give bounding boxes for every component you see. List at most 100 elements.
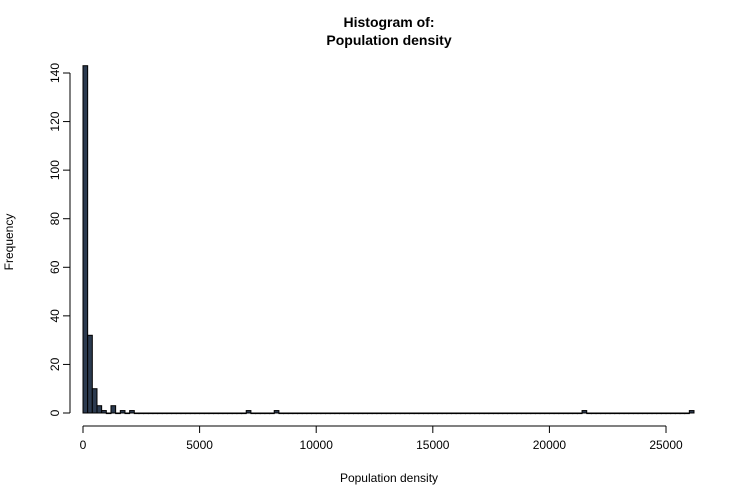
histogram-bar (562, 412, 569, 415)
histogram-bar (101, 410, 107, 414)
histogram-bar (488, 412, 494, 415)
histogram-bar (427, 412, 434, 415)
histogram-bar (381, 412, 387, 415)
histogram-bar (306, 412, 313, 415)
histogram-bar (586, 412, 592, 415)
histogram-bar (548, 412, 555, 415)
histogram-bar (315, 412, 322, 415)
histogram-bar (208, 412, 215, 415)
histogram-bar (539, 412, 546, 415)
histogram-bar (362, 412, 369, 415)
y-tick-label: 120 (48, 111, 62, 131)
histogram-bar (432, 412, 438, 415)
histogram-bar (604, 412, 611, 415)
y-tick-label: 20 (48, 357, 62, 371)
histogram-bar (115, 412, 121, 415)
histogram-bar (147, 412, 154, 415)
histogram-bar (217, 412, 224, 415)
histogram-bar (264, 412, 271, 415)
histogram-bar (558, 412, 564, 415)
histogram-bar (497, 412, 504, 415)
x-tick-label: 15000 (416, 438, 450, 452)
histogram-bars (82, 65, 695, 415)
histogram-bar (436, 412, 443, 415)
histogram-bar (329, 412, 336, 415)
histogram-bar (478, 412, 485, 415)
histogram-bar (180, 412, 187, 415)
histogram-bar (674, 412, 681, 415)
histogram-bar (353, 412, 359, 415)
histogram-bar (464, 412, 471, 415)
histogram-bar (199, 412, 205, 415)
histogram-bar (292, 412, 299, 415)
y-tick-label: 0 (48, 409, 62, 416)
histogram-bar (399, 412, 406, 415)
histogram-bar (446, 412, 452, 415)
histogram-bar (660, 412, 667, 415)
histogram-bar (395, 412, 401, 415)
histogram-bar (119, 410, 126, 414)
histogram-bar (469, 412, 476, 415)
histogram-bar (455, 412, 462, 415)
y-tick-label: 100 (48, 160, 62, 180)
histogram-bar (408, 412, 415, 415)
histogram-bar (283, 412, 289, 415)
histogram-bar (325, 412, 331, 415)
x-axis: 0 5000 10000 15000 20000 25000 (80, 425, 683, 452)
histogram-bar (581, 410, 588, 414)
histogram-bar (143, 412, 149, 415)
histogram-bar (511, 412, 518, 415)
histogram-bar (450, 412, 457, 415)
histogram-bar (339, 412, 345, 415)
histogram-bar (460, 412, 466, 415)
histogram-bar (590, 412, 597, 415)
histogram-bar (679, 412, 686, 415)
histogram-bar (595, 412, 602, 415)
histogram-bar (572, 412, 578, 415)
histogram-bar (82, 65, 89, 414)
histogram-bar (525, 412, 532, 415)
histogram-bar (129, 410, 135, 414)
histogram-bar (418, 412, 424, 415)
histogram-bar (628, 412, 634, 415)
histogram-bar (483, 412, 490, 415)
histogram-bar (343, 412, 350, 415)
histogram-bar (231, 412, 238, 415)
histogram-bar (670, 412, 676, 415)
histogram-bar (320, 412, 327, 415)
histogram-bar (474, 412, 480, 415)
histogram-bar (124, 412, 131, 415)
histogram-bar (623, 412, 630, 415)
histogram-bar (376, 412, 382, 415)
histogram-bar (287, 412, 294, 415)
histogram-bar (194, 412, 201, 415)
x-tick-label: 5000 (186, 438, 213, 452)
x-tick-label: 10000 (300, 438, 334, 452)
histogram-bar (255, 412, 261, 415)
y-tick-label: 60 (48, 260, 62, 274)
histogram-bar (245, 410, 252, 414)
histogram-bar (334, 412, 341, 415)
histogram-bar (390, 412, 396, 415)
histogram-bar (646, 412, 653, 415)
histogram-bar (269, 412, 275, 415)
histogram-bar (530, 412, 536, 415)
histogram-bar (185, 412, 191, 415)
histogram-bar (133, 412, 140, 415)
histogram-bar (348, 412, 355, 415)
histogram-bar (236, 412, 243, 415)
y-axis-label: Frequency (2, 214, 16, 271)
histogram-bar (175, 412, 182, 415)
histogram-bar (301, 412, 308, 415)
histogram-bar (91, 388, 98, 414)
histogram-bar (614, 412, 620, 415)
histogram-bar (241, 412, 247, 415)
histogram-bar (166, 412, 173, 415)
histogram-bar (385, 412, 392, 415)
histogram-bar (413, 412, 420, 415)
histogram-bar (600, 412, 606, 415)
histogram-bar (213, 412, 219, 415)
histogram-bar (506, 412, 513, 415)
histogram-bar (520, 412, 527, 415)
histogram-bar (161, 412, 168, 415)
